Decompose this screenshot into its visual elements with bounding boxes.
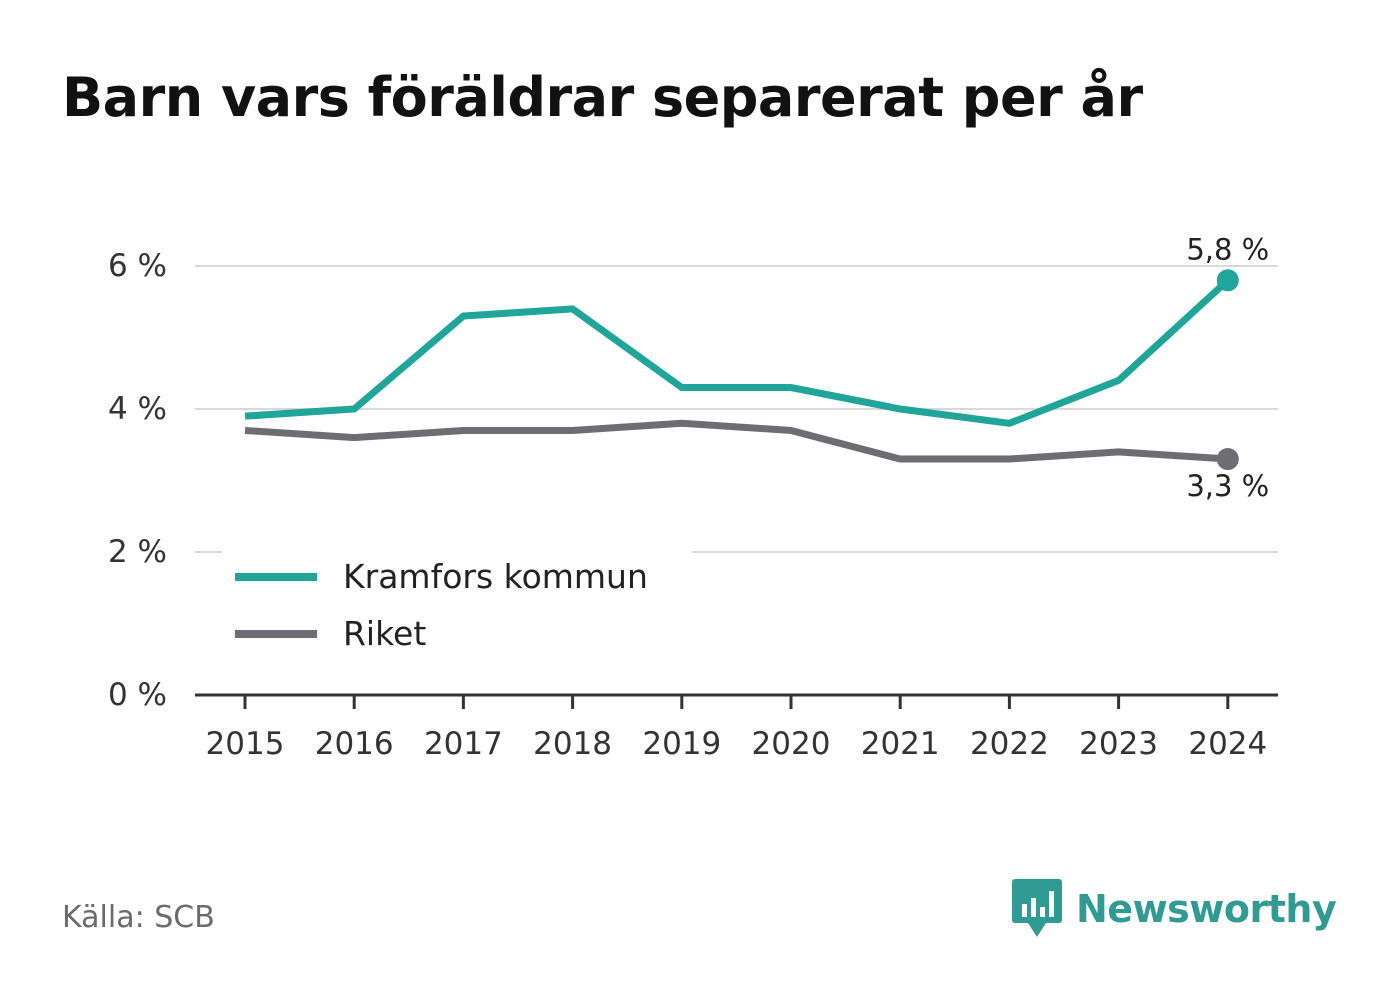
brand-name: Newsworthy: [1076, 887, 1337, 931]
x-tick-label: 2024: [1188, 726, 1267, 762]
series-end-point: [1216, 269, 1239, 292]
end-value-label: 5,8 %: [1186, 232, 1269, 266]
source-note: Källa: SCB: [62, 900, 215, 935]
x-tick-label: 2018: [533, 726, 612, 762]
series-layer: [244, 269, 1239, 471]
x-tick-label: 2022: [970, 726, 1049, 762]
newsworthy-logo[interactable]: Newsworthy: [1012, 878, 1337, 940]
series-end-point: [1216, 448, 1239, 471]
y-tick-label: 0 %: [108, 677, 167, 713]
x-tick-label: 2016: [315, 726, 394, 762]
y-tick-label: 4 %: [108, 391, 167, 427]
legend-label: Riket: [343, 614, 426, 653]
x-tick-label: 2023: [1079, 726, 1158, 762]
x-tick-label: 2017: [424, 726, 503, 762]
axis-layer: 0 % 2 % 4 % 6 % 2015 2016 2017 2018 2019 2020 2021…: [108, 248, 1278, 762]
end-value-label: 3,3 %: [1186, 469, 1269, 503]
legend-background: [222, 547, 692, 659]
newsworthy-icon: [1012, 879, 1062, 937]
x-tick-label: 2015: [206, 726, 285, 762]
x-tick-label: 2021: [861, 726, 940, 762]
chart-title: Barn vars föräldrar separerat per år: [62, 66, 1143, 129]
series-line-kramfors: [244, 277, 1231, 427]
y-tick-label: 2 %: [108, 534, 167, 570]
legend: Kramfors kommun Riket: [222, 547, 692, 659]
legend-label: Kramfors kommun: [343, 557, 648, 596]
x-tick-label: 2020: [752, 726, 831, 762]
x-tick-label: 2019: [642, 726, 721, 762]
series-line-riket: [244, 419, 1229, 463]
y-tick-label: 6 %: [108, 248, 167, 284]
label-layer: 5,8 % 3,3 %: [1186, 232, 1269, 503]
